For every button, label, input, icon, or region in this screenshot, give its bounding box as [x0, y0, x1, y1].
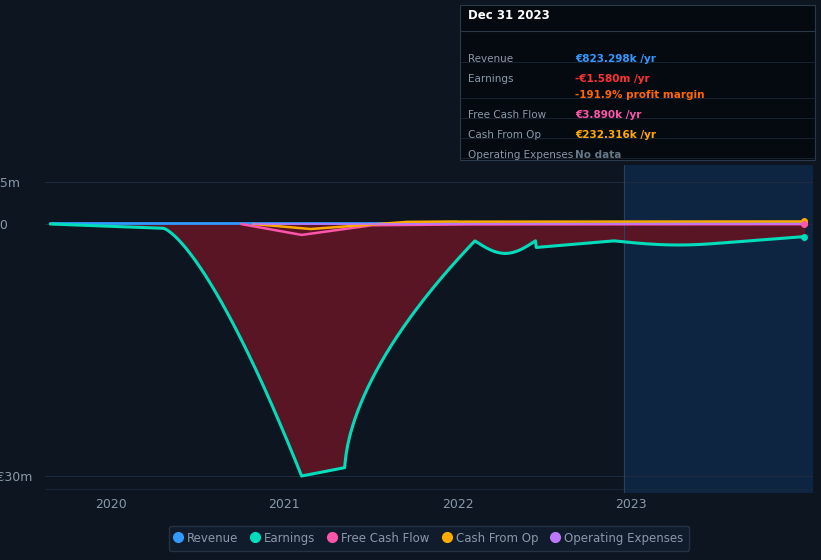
- Text: Free Cash Flow: Free Cash Flow: [468, 110, 546, 120]
- Text: €232.316k /yr: €232.316k /yr: [575, 130, 656, 140]
- Legend: Revenue, Earnings, Free Cash Flow, Cash From Op, Operating Expenses: Revenue, Earnings, Free Cash Flow, Cash …: [169, 526, 689, 551]
- Text: Cash From Op: Cash From Op: [468, 130, 541, 140]
- Text: Revenue: Revenue: [468, 54, 513, 63]
- Bar: [624, 165, 813, 493]
- Text: Earnings: Earnings: [468, 73, 514, 83]
- Text: -191.9% profit margin: -191.9% profit margin: [575, 90, 704, 100]
- Text: No data: No data: [575, 150, 621, 160]
- Text: €3.890k /yr: €3.890k /yr: [575, 110, 641, 120]
- Text: Operating Expenses: Operating Expenses: [468, 150, 573, 160]
- Text: Dec 31 2023: Dec 31 2023: [468, 10, 550, 22]
- Text: €823.298k /yr: €823.298k /yr: [575, 54, 656, 63]
- Text: -€1.580m /yr: -€1.580m /yr: [575, 73, 649, 83]
